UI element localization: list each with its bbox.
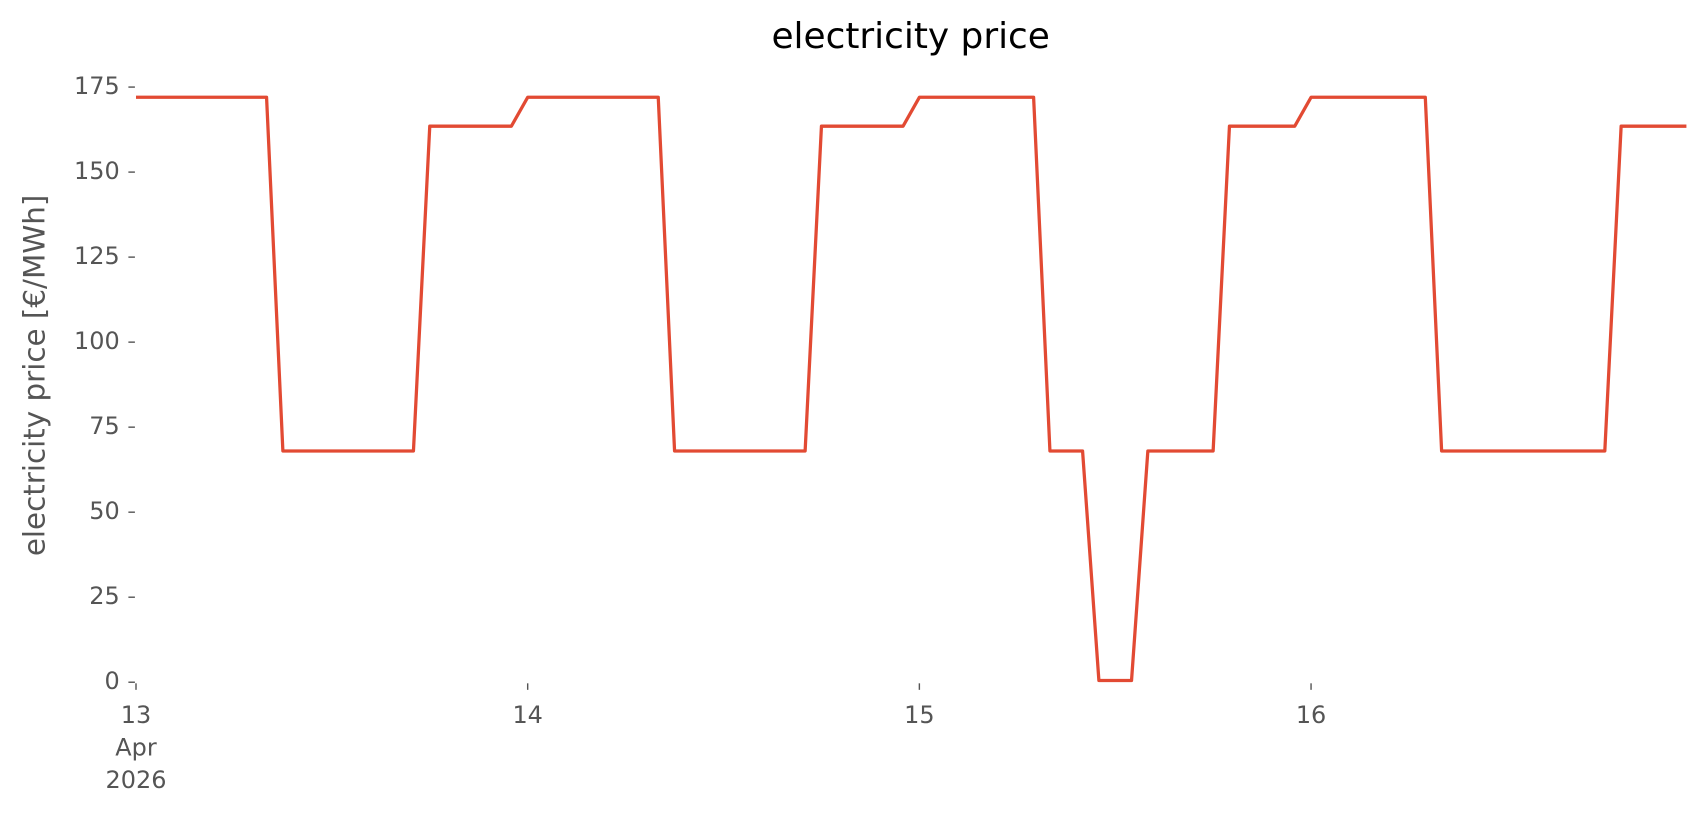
x-tick-label: 2026 — [106, 766, 167, 794]
x-tick-label: 14 — [512, 701, 542, 729]
y-tick-label: 0 — [104, 667, 119, 695]
y-tick-label: 150 — [74, 157, 120, 185]
x-tick-label: 13 — [121, 701, 151, 729]
y-tick-label: 75 — [89, 412, 119, 440]
y-tick-label: 50 — [89, 497, 119, 525]
y-tick-label: 175 — [74, 72, 120, 100]
x-tick-label: 16 — [1296, 701, 1326, 729]
y-tick-label: 100 — [74, 327, 120, 355]
chart-title: electricity price — [771, 16, 1049, 57]
x-tick-label: 15 — [904, 701, 934, 729]
x-tick-label: Apr — [115, 734, 157, 762]
price-line — [136, 95, 1687, 683]
y-tick-label: 25 — [89, 582, 119, 610]
y-axis-label: electricity price [€/MWh] — [17, 195, 51, 557]
y-tick-label: 125 — [74, 242, 120, 270]
